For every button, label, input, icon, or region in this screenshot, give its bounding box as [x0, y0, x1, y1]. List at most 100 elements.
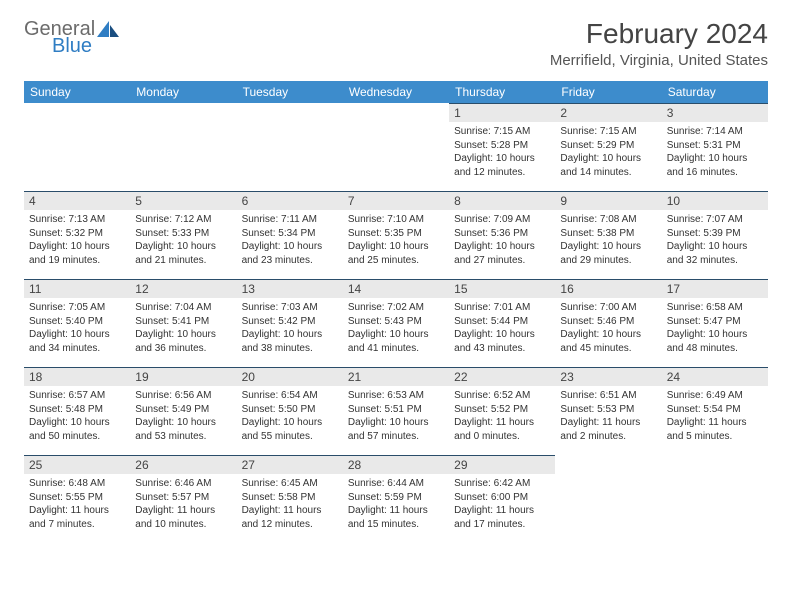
day-number-row: 14 [343, 280, 449, 298]
calendar-cell: 14Sunrise: 7:02 AMSunset: 5:43 PMDayligh… [343, 279, 449, 367]
day-number-row: 17 [662, 280, 768, 298]
day-number-row: 6 [237, 192, 343, 210]
daylight2-label: and 36 minutes. [135, 342, 231, 356]
daylight1-label: Daylight: 11 hours [29, 504, 125, 518]
dow-sunday: Sunday [24, 81, 130, 103]
calendar-cell: 17Sunrise: 6:58 AMSunset: 5:47 PMDayligh… [662, 279, 768, 367]
dow-tuesday: Tuesday [237, 81, 343, 103]
sunrise-label: Sunrise: 6:45 AM [242, 477, 338, 491]
sunrise-label: Sunrise: 7:05 AM [29, 301, 125, 315]
daylight1-label: Daylight: 10 hours [135, 328, 231, 342]
sunrise-label: Sunrise: 7:09 AM [454, 213, 550, 227]
daylight2-label: and 12 minutes. [242, 518, 338, 532]
day-number: 11 [29, 282, 41, 296]
day-number: 12 [135, 282, 148, 296]
day-number-row: 13 [237, 280, 343, 298]
sunrise-label: Sunrise: 7:08 AM [560, 213, 656, 227]
daylight1-label: Daylight: 10 hours [560, 328, 656, 342]
daylight1-label: Daylight: 11 hours [667, 416, 763, 430]
daylight2-label: and 45 minutes. [560, 342, 656, 356]
calendar-cell: 8Sunrise: 7:09 AMSunset: 5:36 PMDaylight… [449, 191, 555, 279]
sunrise-label: Sunrise: 6:49 AM [667, 389, 763, 403]
daylight2-label: and 14 minutes. [560, 166, 656, 180]
daylight2-label: and 25 minutes. [348, 254, 444, 268]
dow-wednesday: Wednesday [343, 81, 449, 103]
day-number: 27 [242, 458, 255, 472]
daylight1-label: Daylight: 10 hours [454, 328, 550, 342]
sunset-label: Sunset: 5:32 PM [29, 227, 125, 241]
calendar-cell-empty [24, 103, 130, 191]
sunset-label: Sunset: 5:55 PM [29, 491, 125, 505]
sunset-label: Sunset: 5:59 PM [348, 491, 444, 505]
title-block: February 2024 Merrifield, Virginia, Unit… [550, 18, 768, 69]
calendar-cell-empty [237, 103, 343, 191]
day-number-row: 20 [237, 368, 343, 386]
day-number: 1 [454, 106, 461, 120]
day-number: 5 [135, 194, 142, 208]
sunset-label: Sunset: 5:34 PM [242, 227, 338, 241]
sunrise-label: Sunrise: 6:53 AM [348, 389, 444, 403]
day-number-row: 9 [555, 192, 661, 210]
sunset-label: Sunset: 5:49 PM [135, 403, 231, 417]
sunrise-label: Sunrise: 6:52 AM [454, 389, 550, 403]
day-number-row: 16 [555, 280, 661, 298]
sunset-label: Sunset: 5:33 PM [135, 227, 231, 241]
calendar-cell: 9Sunrise: 7:08 AMSunset: 5:38 PMDaylight… [555, 191, 661, 279]
day-number-row: 28 [343, 456, 449, 474]
calendar-cell-empty [343, 103, 449, 191]
daylight2-label: and 57 minutes. [348, 430, 444, 444]
logo-text-blue: Blue [24, 35, 119, 58]
page-header: GeneralBlue February 2024 Merrifield, Vi… [24, 18, 768, 69]
calendar-cell: 6Sunrise: 7:11 AMSunset: 5:34 PMDaylight… [237, 191, 343, 279]
daylight2-label: and 48 minutes. [667, 342, 763, 356]
sunrise-label: Sunrise: 7:02 AM [348, 301, 444, 315]
daylight1-label: Daylight: 10 hours [348, 416, 444, 430]
day-number-row: 12 [130, 280, 236, 298]
sunset-label: Sunset: 5:28 PM [454, 139, 550, 153]
daylight2-label: and 10 minutes. [135, 518, 231, 532]
sunset-label: Sunset: 5:38 PM [560, 227, 656, 241]
calendar-cell: 21Sunrise: 6:53 AMSunset: 5:51 PMDayligh… [343, 367, 449, 455]
daylight2-label: and 55 minutes. [242, 430, 338, 444]
daylight2-label: and 12 minutes. [454, 166, 550, 180]
sunset-label: Sunset: 5:39 PM [667, 227, 763, 241]
calendar-cell: 11Sunrise: 7:05 AMSunset: 5:40 PMDayligh… [24, 279, 130, 367]
calendar-cell: 2Sunrise: 7:15 AMSunset: 5:29 PMDaylight… [555, 103, 661, 191]
calendar-cell: 27Sunrise: 6:45 AMSunset: 5:58 PMDayligh… [237, 455, 343, 543]
daylight2-label: and 16 minutes. [667, 166, 763, 180]
daylight1-label: Daylight: 10 hours [454, 152, 550, 166]
calendar-cell-empty [130, 103, 236, 191]
sunrise-label: Sunrise: 7:11 AM [242, 213, 338, 227]
calendar-cell: 1Sunrise: 7:15 AMSunset: 5:28 PMDaylight… [449, 103, 555, 191]
daylight1-label: Daylight: 10 hours [667, 328, 763, 342]
sunset-label: Sunset: 5:44 PM [454, 315, 550, 329]
sunrise-label: Sunrise: 7:00 AM [560, 301, 656, 315]
sunset-label: Sunset: 5:52 PM [454, 403, 550, 417]
sunrise-label: Sunrise: 7:07 AM [667, 213, 763, 227]
sunset-label: Sunset: 5:31 PM [667, 139, 763, 153]
calendar-cell: 19Sunrise: 6:56 AMSunset: 5:49 PMDayligh… [130, 367, 236, 455]
daylight1-label: Daylight: 10 hours [560, 152, 656, 166]
sunrise-label: Sunrise: 7:04 AM [135, 301, 231, 315]
daylight2-label: and 41 minutes. [348, 342, 444, 356]
day-number: 8 [454, 194, 461, 208]
daylight1-label: Daylight: 11 hours [348, 504, 444, 518]
day-number: 28 [348, 458, 361, 472]
day-number-row: 1 [449, 104, 555, 122]
day-number-row: 10 [662, 192, 768, 210]
daylight2-label: and 38 minutes. [242, 342, 338, 356]
day-number-row: 19 [130, 368, 236, 386]
calendar-cell: 3Sunrise: 7:14 AMSunset: 5:31 PMDaylight… [662, 103, 768, 191]
day-number-row: 18 [24, 368, 130, 386]
daylight1-label: Daylight: 10 hours [348, 328, 444, 342]
day-number: 18 [29, 370, 42, 384]
sunset-label: Sunset: 5:41 PM [135, 315, 231, 329]
calendar-cell: 10Sunrise: 7:07 AMSunset: 5:39 PMDayligh… [662, 191, 768, 279]
sunset-label: Sunset: 5:35 PM [348, 227, 444, 241]
daylight1-label: Daylight: 11 hours [454, 416, 550, 430]
day-number: 20 [242, 370, 255, 384]
day-number: 9 [560, 194, 567, 208]
day-number-row: 22 [449, 368, 555, 386]
daylight2-label: and 5 minutes. [667, 430, 763, 444]
sunset-label: Sunset: 5:40 PM [29, 315, 125, 329]
